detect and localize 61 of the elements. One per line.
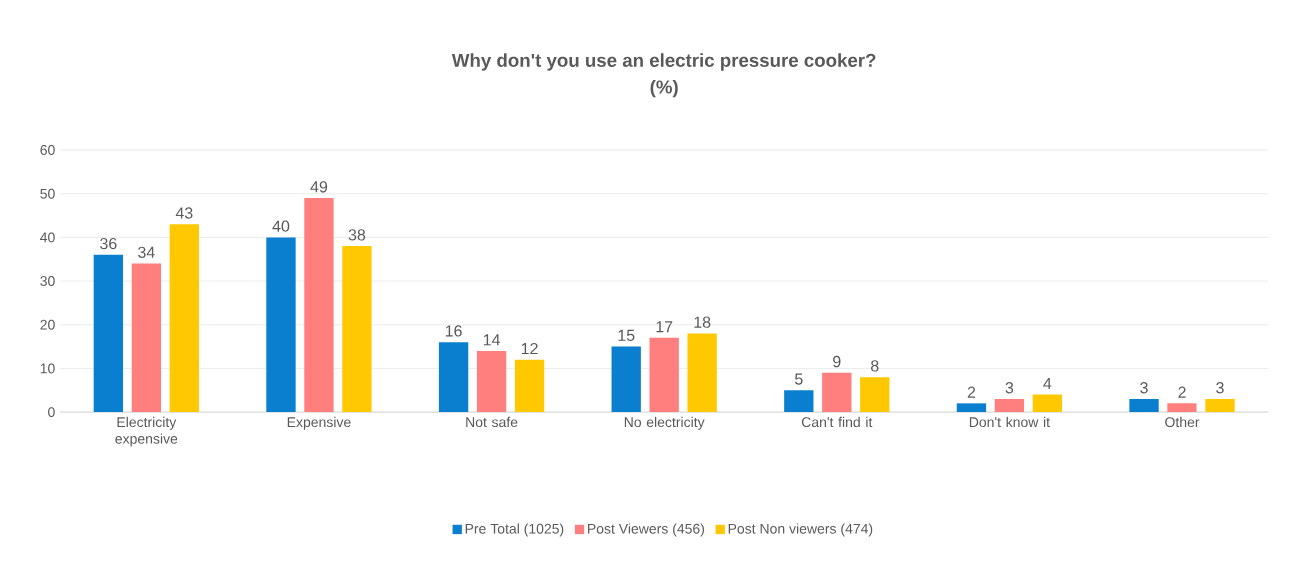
- data-label: 17: [656, 321, 673, 333]
- x-tick-label: Electricity expensive: [115, 416, 178, 447]
- bar: [611, 346, 641, 413]
- bar: [1205, 399, 1235, 413]
- data-label: 36: [100, 238, 117, 250]
- bar: [266, 237, 296, 413]
- legend-label: Pre Total (1025): [465, 523, 564, 537]
- bar: [1167, 403, 1197, 413]
- data-label: 2: [1178, 386, 1186, 398]
- data-label: 3: [1216, 382, 1224, 394]
- data-label: 38: [348, 229, 366, 241]
- x-tick-label: No electricity: [624, 416, 705, 430]
- x-tick-label: Other: [1165, 416, 1200, 428]
- bar: [1129, 399, 1159, 413]
- bar: [687, 333, 717, 413]
- data-label: 40: [272, 220, 290, 232]
- y-tick-label: 40: [40, 232, 55, 243]
- data-label: 49: [310, 181, 328, 193]
- bar: [514, 359, 545, 413]
- data-label: 2: [967, 386, 976, 398]
- legend-label: Post Viewers (456): [588, 523, 705, 537]
- data-label: 8: [871, 360, 879, 372]
- bar: [169, 224, 199, 413]
- legend-label: Post Non viewers (474): [728, 523, 873, 537]
- x-tick-label: Don't know it: [969, 416, 1050, 428]
- data-label: 3: [1140, 382, 1148, 394]
- bar: [1032, 394, 1063, 413]
- chart-title: Why don't you use an electric pressure cooker?: [451, 53, 876, 71]
- x-tick-label: Not safe: [466, 416, 518, 428]
- data-label: 14: [483, 334, 500, 346]
- bar: [956, 403, 987, 413]
- data-label: 18: [694, 316, 711, 328]
- bar: [438, 342, 469, 413]
- data-label: 5: [795, 373, 803, 385]
- y-tick-label: 60: [40, 145, 55, 156]
- bar: [131, 263, 162, 413]
- y-tick-label: 10: [40, 363, 55, 374]
- y-tick-label: 30: [40, 276, 55, 287]
- bar: [304, 198, 334, 413]
- x-tick-label: Can't find it: [801, 416, 873, 428]
- bar: [342, 246, 372, 413]
- bar: [93, 254, 124, 413]
- bar: [994, 399, 1025, 413]
- bar: [476, 351, 507, 413]
- y-tick-label: 0: [48, 407, 55, 418]
- bar: [822, 372, 852, 413]
- bar: [649, 337, 679, 413]
- data-label: 12: [521, 343, 538, 355]
- data-label: 43: [175, 207, 193, 219]
- y-tick-label: 50: [40, 188, 55, 199]
- data-label: 16: [445, 325, 462, 337]
- bar: [860, 377, 890, 413]
- chart-subtitle: (%): [650, 79, 678, 98]
- data-label: 34: [138, 246, 155, 259]
- data-label: 15: [618, 329, 635, 342]
- x-tick-label: Expensive: [287, 416, 351, 430]
- data-label: 3: [1005, 382, 1014, 394]
- data-label: 9: [833, 355, 841, 368]
- y-tick-label: 20: [40, 319, 55, 330]
- data-label: 4: [1043, 378, 1052, 390]
- bar: [784, 390, 814, 413]
